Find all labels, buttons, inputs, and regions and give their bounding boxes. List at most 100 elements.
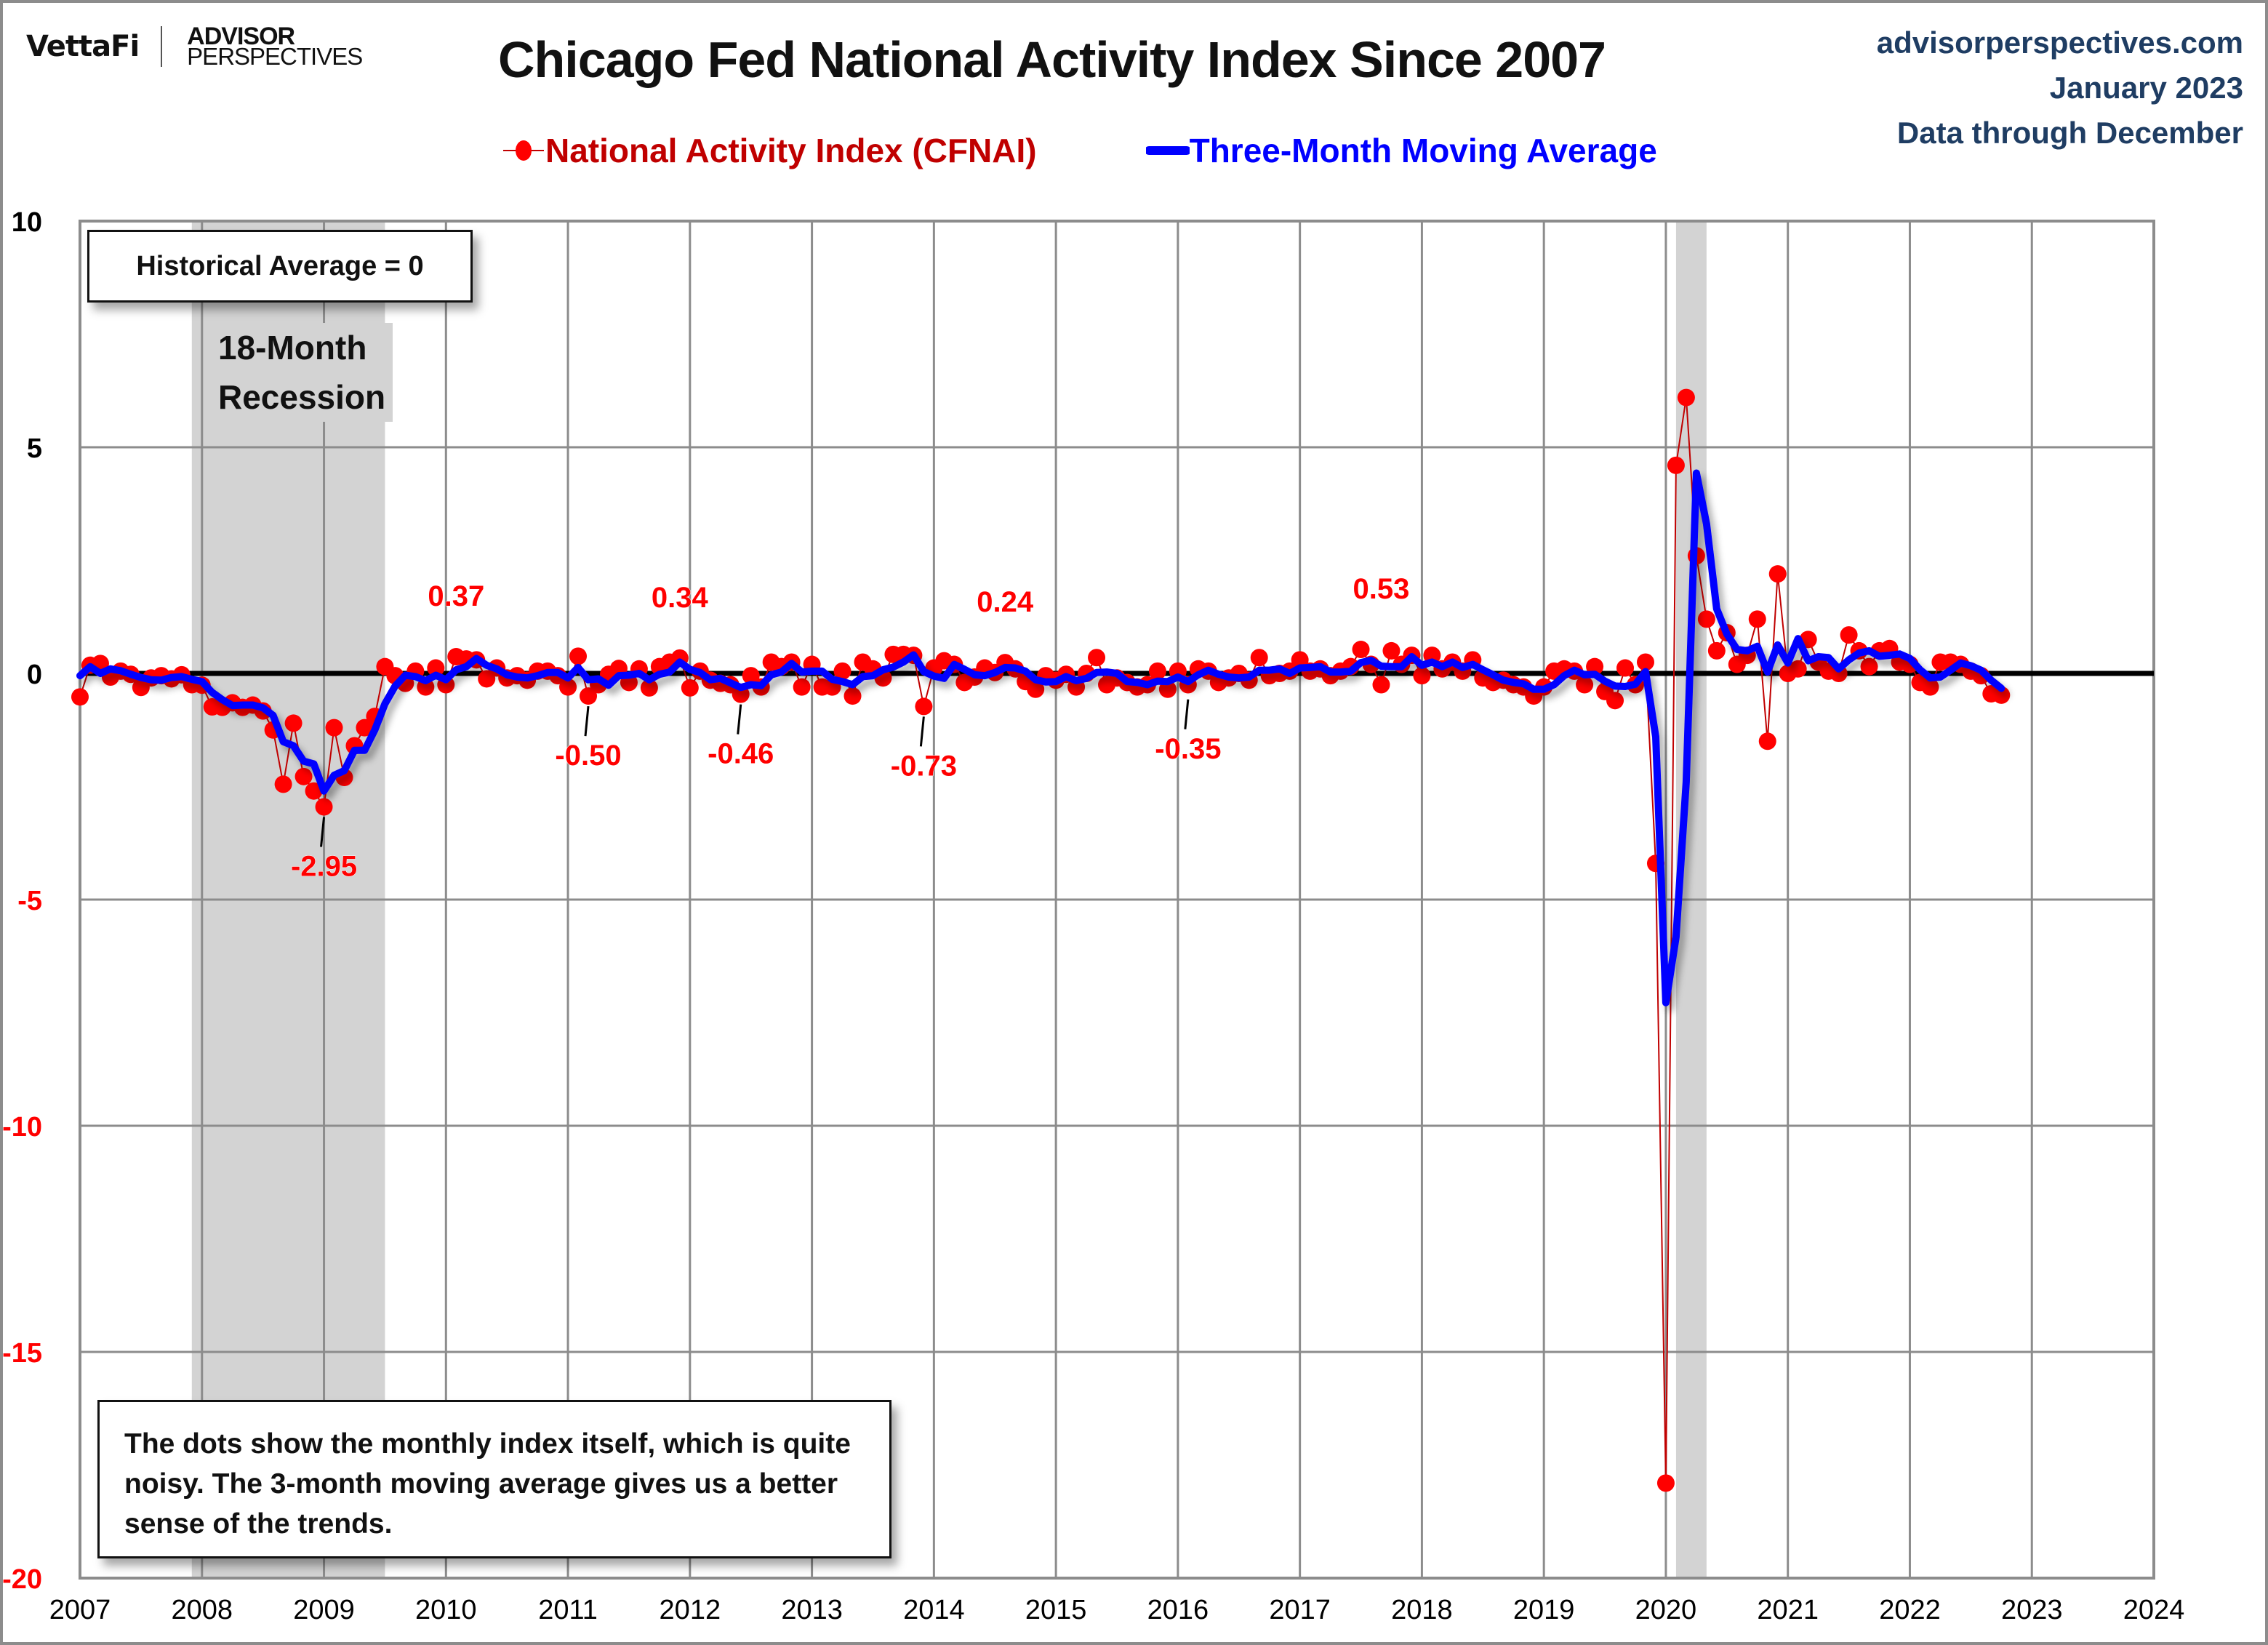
y-tick-label: 10 bbox=[12, 207, 42, 238]
y-tick-label: 5 bbox=[27, 433, 42, 464]
index-data-point bbox=[1027, 680, 1045, 698]
data-label-leader bbox=[320, 817, 326, 847]
index-data-point bbox=[1352, 641, 1370, 659]
data-label-leader bbox=[737, 704, 742, 735]
y-tick-label: -15 bbox=[2, 1338, 42, 1369]
note-text: The dots show the monthly index itself, … bbox=[124, 1428, 851, 1540]
data-label: -0.50 bbox=[555, 740, 621, 772]
index-data-point bbox=[1088, 649, 1106, 667]
legend-label-index: National Activity Index (CFNAI) bbox=[545, 132, 1037, 169]
x-tick-label: 2008 bbox=[171, 1595, 233, 1625]
index-data-point bbox=[71, 688, 89, 706]
index-data-point bbox=[1921, 678, 1939, 696]
source-site: advisorperspectives.com bbox=[1876, 25, 2243, 60]
data-label: 0.34 bbox=[652, 582, 709, 614]
index-data-point bbox=[274, 775, 292, 793]
index-data-point bbox=[315, 798, 333, 816]
index-data-point bbox=[1606, 692, 1624, 710]
x-tick-label: 2019 bbox=[1513, 1595, 1575, 1625]
index-data-point bbox=[294, 767, 313, 785]
data-label-leader bbox=[919, 716, 925, 747]
moving-average-line bbox=[76, 469, 2005, 1006]
data-label-leader bbox=[584, 705, 590, 737]
index-data-point bbox=[640, 679, 658, 697]
recession-label-line-2: Recession bbox=[218, 378, 386, 416]
logo-advisor-perspectives: ADVISOR PERSPECTIVES bbox=[187, 23, 363, 70]
index-data-point bbox=[569, 647, 588, 665]
data-label-leader bbox=[1184, 699, 1190, 729]
data-label: 0.37 bbox=[428, 580, 484, 612]
logo: VettaFi ADVISOR PERSPECTIVES bbox=[26, 23, 363, 70]
index-data-point bbox=[1768, 565, 1787, 583]
y-tick-label: -20 bbox=[2, 1564, 42, 1595]
x-tick-label: 2013 bbox=[781, 1595, 843, 1625]
source-block: advisorperspectives.com January 2023 Dat… bbox=[1877, 20, 2243, 156]
legend-line-marker-icon bbox=[1145, 146, 1190, 155]
x-tick-label: 2024 bbox=[2123, 1595, 2185, 1625]
index-data-point bbox=[1656, 1474, 1675, 1492]
source-date: January 2023 bbox=[2049, 71, 2243, 105]
logo-line-1: ADVISOR bbox=[187, 23, 295, 50]
index-data-point bbox=[1748, 610, 1766, 628]
logo-vettafi: VettaFi bbox=[26, 30, 140, 63]
logo-line-2: PERSPECTIVES bbox=[187, 43, 363, 70]
recession-label: 18-Month Recession bbox=[218, 323, 393, 422]
legend-dot-marker-icon bbox=[503, 140, 544, 161]
index-data-point bbox=[356, 719, 374, 737]
chart-title-wrap: Chicago Fed National Activity Index Sinc… bbox=[0, 31, 2268, 89]
index-data-point bbox=[1616, 659, 1635, 677]
chart-title: Chicago Fed National Activity Index Sinc… bbox=[498, 31, 1606, 88]
x-tick-label: 2016 bbox=[1147, 1595, 1209, 1625]
legend-item-moving-average: Three-Month Moving Average bbox=[1145, 131, 1657, 170]
x-tick-label: 2015 bbox=[1025, 1595, 1087, 1625]
recession-label-line-1: 18-Month bbox=[218, 329, 367, 367]
index-data-point bbox=[284, 714, 302, 732]
x-tick-label: 2022 bbox=[1879, 1595, 1941, 1625]
x-tick-label: 2014 bbox=[903, 1595, 965, 1625]
x-tick-label: 2007 bbox=[49, 1595, 111, 1625]
data-label: -0.73 bbox=[891, 750, 957, 782]
x-tick-label: 2017 bbox=[1269, 1595, 1331, 1625]
index-data-point bbox=[1382, 641, 1401, 660]
x-tick-label: 2012 bbox=[660, 1595, 721, 1625]
x-tick-label: 2018 bbox=[1391, 1595, 1453, 1625]
index-data-point bbox=[681, 679, 699, 697]
x-tick-label: 2021 bbox=[1757, 1595, 1819, 1625]
index-data-point bbox=[844, 687, 862, 705]
note-box: The dots show the monthly index itself, … bbox=[97, 1400, 891, 1558]
index-data-point bbox=[325, 719, 343, 737]
index-data-point bbox=[833, 662, 851, 680]
index-data-point bbox=[1576, 676, 1594, 694]
index-data-point bbox=[1758, 732, 1776, 751]
index-data-point bbox=[1372, 676, 1390, 694]
y-tick-label: 0 bbox=[27, 660, 42, 690]
index-data-point bbox=[1707, 641, 1726, 660]
x-tick-label: 2011 bbox=[538, 1595, 598, 1625]
index-data-point bbox=[1697, 610, 1715, 628]
index-data-point bbox=[742, 667, 760, 685]
index-data-point bbox=[1992, 686, 2011, 704]
historical-average-box: Historical Average = 0 bbox=[87, 230, 473, 303]
index-data-point bbox=[427, 659, 445, 677]
historical-average-text: Historical Average = 0 bbox=[136, 250, 424, 281]
index-data-point bbox=[1840, 626, 1858, 644]
index-data-point bbox=[305, 782, 323, 800]
index-data-point bbox=[1667, 456, 1685, 474]
index-data-point bbox=[1789, 660, 1807, 678]
x-tick-label: 2010 bbox=[415, 1595, 477, 1625]
index-data-point bbox=[1636, 653, 1654, 671]
index-data-point bbox=[580, 687, 598, 705]
x-tick-label: 2009 bbox=[293, 1595, 355, 1625]
index-data-point bbox=[793, 678, 811, 696]
x-tick-label: 2020 bbox=[1635, 1595, 1697, 1625]
y-tick-label: -5 bbox=[17, 886, 42, 916]
data-label: -2.95 bbox=[291, 850, 357, 882]
data-label: -0.46 bbox=[708, 738, 774, 770]
index-data-point bbox=[1860, 657, 1878, 676]
legend: National Activity Index (CFNAI) Three-Mo… bbox=[502, 131, 1657, 170]
index-data-point bbox=[1677, 388, 1695, 407]
y-tick-label: -10 bbox=[2, 1112, 42, 1142]
legend-item-index: National Activity Index (CFNAI) bbox=[502, 131, 1037, 170]
index-data-point bbox=[1413, 667, 1431, 685]
